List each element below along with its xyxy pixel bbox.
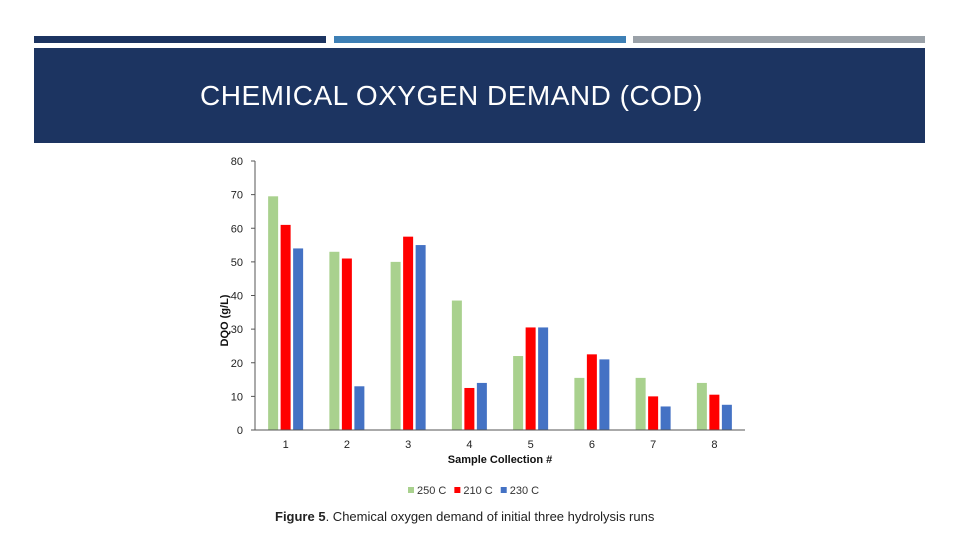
bars (268, 196, 732, 430)
legend: 250 C 210 C 230 C (408, 485, 539, 497)
y-tick-label: 50 (231, 257, 243, 269)
x-axis-title: Sample Collection # (448, 454, 553, 466)
legend-swatch (408, 487, 414, 493)
title-band (34, 48, 925, 143)
bar (341, 258, 352, 430)
y-tick-label: 10 (231, 391, 243, 403)
bar (696, 382, 707, 430)
bar (574, 377, 585, 430)
slide-title: CHEMICAL OXYGEN DEMAND (COD) (200, 80, 704, 111)
bar (329, 251, 340, 430)
header-stripe-blue (334, 36, 626, 43)
x-tick-label: 8 (711, 439, 717, 451)
legend-label: 230 C (510, 485, 539, 497)
x-tick-label: 2 (344, 439, 350, 451)
bar (390, 261, 401, 430)
y-tick-label: 70 (231, 190, 243, 202)
bar (709, 394, 720, 430)
figure-caption: Figure 5. Chemical oxygen demand of init… (275, 509, 654, 524)
bar (721, 404, 732, 430)
x-tick-label: 7 (650, 439, 656, 451)
bar (538, 327, 549, 430)
header-stripe-dark (34, 36, 326, 43)
y-tick-label: 0 (237, 425, 243, 437)
legend-swatch (500, 487, 507, 493)
y-axis-title: DQO (g/L) (219, 294, 231, 346)
bar (599, 359, 610, 430)
bar (513, 356, 524, 430)
y-tick-label: 20 (231, 358, 243, 370)
bar (403, 236, 414, 430)
bar (660, 406, 671, 430)
bar (280, 224, 291, 430)
bar (648, 396, 659, 430)
bar (464, 387, 475, 430)
header-stripe-gray (633, 36, 925, 43)
caption-label: Figure 5 (275, 509, 326, 524)
x-axis-ticks: 1 2 3 4 5 6 7 8 (283, 439, 718, 451)
y-tick-label: 80 (231, 156, 243, 168)
bar (293, 248, 304, 430)
x-tick-label: 3 (405, 439, 411, 451)
x-tick-label: 1 (283, 439, 289, 451)
bar (476, 382, 487, 430)
legend-swatch (454, 487, 461, 493)
x-tick-label: 5 (528, 439, 534, 451)
bar (354, 386, 365, 430)
x-tick-label: 6 (589, 439, 595, 451)
x-tick-label: 4 (466, 439, 472, 451)
bar (525, 327, 536, 430)
y-tick-label: 60 (231, 223, 243, 235)
legend-label: 250 C (417, 485, 446, 497)
y-tick-label: 30 (231, 324, 243, 336)
bar (451, 300, 462, 430)
legend-label: 210 C (463, 485, 492, 497)
y-tick-label: 40 (231, 291, 243, 303)
bar (635, 377, 646, 430)
y-axis-ticks: 0 10 20 30 40 50 60 70 80 (231, 156, 255, 437)
bar (586, 354, 597, 430)
caption-text: . Chemical oxygen demand of initial thre… (325, 509, 655, 524)
bar (415, 245, 426, 430)
bar (268, 196, 279, 430)
